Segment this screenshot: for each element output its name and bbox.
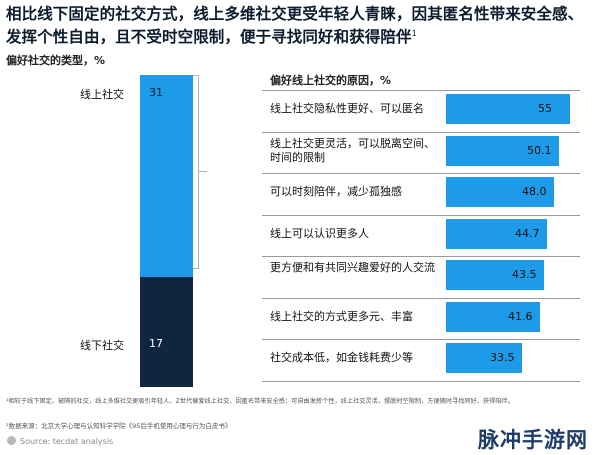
bar-category-label: 社交成本低，如金钱耗费少等 <box>270 351 413 364</box>
bar <box>446 94 570 124</box>
row-separator <box>262 173 580 174</box>
left-chart-title: 偏好社交的类型，% <box>6 54 106 67</box>
bar <box>446 301 540 332</box>
bar-category-label: 更方便和有共同兴趣爱好的人交流 <box>270 261 435 274</box>
row-separator <box>262 339 580 340</box>
bar <box>446 260 544 290</box>
stack-label-online: 线上社交 <box>80 88 124 101</box>
stack-segment-offline <box>140 277 193 387</box>
bar <box>446 135 559 166</box>
bar-category-label: 线上社交隐私性更好、可以匿名 <box>270 102 424 115</box>
row-separator <box>262 131 580 133</box>
right-chart-title: 偏好线上社交的原因，% <box>270 74 392 87</box>
bar <box>446 218 547 249</box>
source-logo-icon <box>7 436 16 445</box>
row-separator <box>262 380 580 382</box>
bracket-stem <box>199 171 207 172</box>
watermark: 脉冲手游网 <box>478 428 588 452</box>
bar <box>446 343 522 373</box>
stack-segment-online <box>140 75 193 277</box>
bar-value-label: 55 <box>538 102 552 115</box>
bar-category-label: 线上可以认识更多人 <box>270 226 369 240</box>
stack-label-offline: 线下社交 <box>80 339 124 352</box>
footnote-2: ²数据来源：北京大学心理与认知科学学院《95后手机使用心理与行为白皮书》 <box>6 422 232 430</box>
row-separator <box>262 297 580 299</box>
row-separator <box>262 256 580 257</box>
bar-value-label: 50.1 <box>527 143 552 157</box>
bar-category-label: 线上社交更灵活，可以脱离空间、时间的限制 <box>270 136 435 164</box>
stack-value-offline: 17 <box>149 337 163 350</box>
bracket-connector <box>193 75 199 269</box>
bar-value-label: 33.5 <box>490 351 515 364</box>
bar <box>446 177 554 207</box>
bar-category-label: 线上社交的方式更多元、丰富 <box>270 309 413 323</box>
stack-value-online: 31 <box>149 86 163 99</box>
page-title: 相比线下固定的社交方式，线上多维社交更受年轻人青睐，因其匿名性带来安全感、发挥个… <box>6 5 584 47</box>
bar-value-label: 44.7 <box>515 226 540 240</box>
bar-value-label: 48.0 <box>522 185 547 198</box>
bar-value-label: 41.6 <box>508 309 533 323</box>
source-line: Source: tecdat analysis <box>20 437 114 446</box>
bar-value-label: 43.5 <box>512 268 537 281</box>
bar-category-label: 可以时刻陪伴，减少孤独感 <box>270 185 402 198</box>
row-separator <box>262 90 580 91</box>
footnote-1: ¹相较于线下固定、被隔的社交，线上多维社交更吸引年轻人，Z世代偏爱线上社交，因匿… <box>6 398 514 405</box>
row-separator <box>262 214 580 216</box>
